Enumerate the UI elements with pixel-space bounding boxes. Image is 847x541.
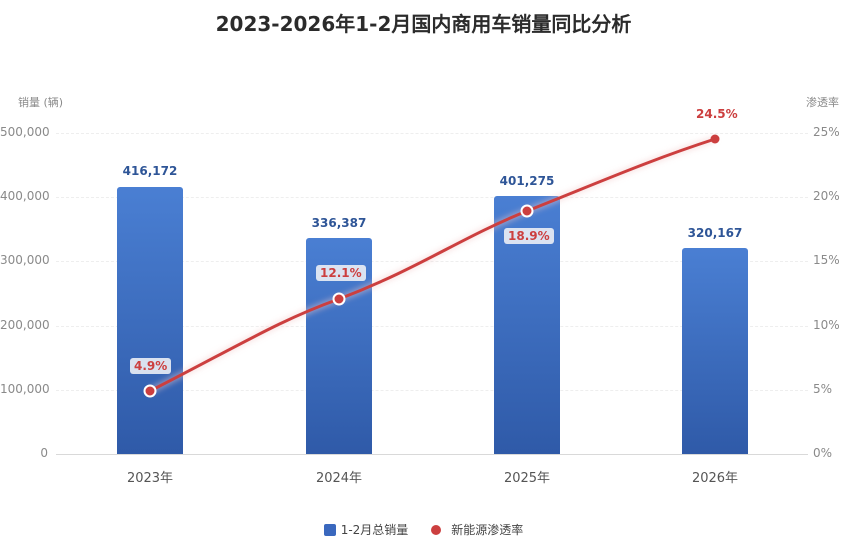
- legend-item-sales[interactable]: 1-2月总销量: [323, 521, 409, 538]
- bar-2026[interactable]: [682, 248, 748, 454]
- x-tick: 2026年: [691, 471, 739, 486]
- left-tick: 200,000: [0, 318, 50, 332]
- x-tick: 2025年: [503, 471, 551, 486]
- legend: 1-2月总销量 新能源渗透率: [0, 521, 847, 538]
- point-value-label: 4.9%: [130, 358, 172, 374]
- right-tick: 5%: [813, 382, 833, 396]
- bar-value-label: 401,275: [499, 174, 555, 188]
- left-tick: 500,000: [0, 125, 50, 139]
- left-tick: 400,000: [0, 189, 50, 203]
- point-2025[interactable]: [520, 204, 534, 218]
- x-axis-line: [56, 454, 808, 455]
- bar-value-label: 320,167: [687, 226, 743, 240]
- point-value-label: 24.5%: [696, 107, 738, 121]
- right-tick: 15%: [813, 253, 840, 267]
- left-tick: 100,000: [0, 382, 50, 396]
- gridline: [56, 326, 808, 327]
- gridline: [56, 197, 808, 198]
- bar-value-label: 416,172: [122, 164, 178, 178]
- chart-title: 2023-2026年1-2月国内商用车销量同比分析: [215, 12, 632, 36]
- point-value-label: 12.1%: [316, 265, 366, 281]
- gridline: [56, 390, 808, 391]
- left-tick: 0: [40, 446, 48, 460]
- right-tick: 25%: [813, 125, 840, 139]
- bar-2023[interactable]: [117, 187, 183, 454]
- left-axis-name: 销量 (辆): [18, 96, 64, 109]
- bar-swatch-icon: [323, 523, 336, 536]
- point-value-label: 18.9%: [504, 228, 554, 244]
- point-2024[interactable]: [332, 292, 346, 306]
- bar-value-label: 336,387: [311, 216, 367, 230]
- x-tick: 2024年: [315, 471, 363, 486]
- right-axis-name: 渗透率: [806, 96, 839, 109]
- line-dot-swatch-icon: [426, 524, 446, 536]
- point-2026[interactable]: [710, 134, 720, 144]
- right-tick: 0%: [813, 446, 833, 460]
- point-2023[interactable]: [143, 384, 157, 398]
- legend-label: 新能源渗透率: [451, 523, 524, 537]
- legend-item-penetration[interactable]: 新能源渗透率: [426, 521, 523, 538]
- right-tick: 10%: [813, 318, 840, 332]
- gridline: [56, 261, 808, 262]
- gridline: [56, 133, 808, 134]
- right-tick: 20%: [813, 189, 840, 203]
- legend-label: 1-2月总销量: [340, 523, 409, 537]
- x-tick: 2023年: [126, 471, 174, 486]
- left-tick: 300,000: [0, 253, 50, 267]
